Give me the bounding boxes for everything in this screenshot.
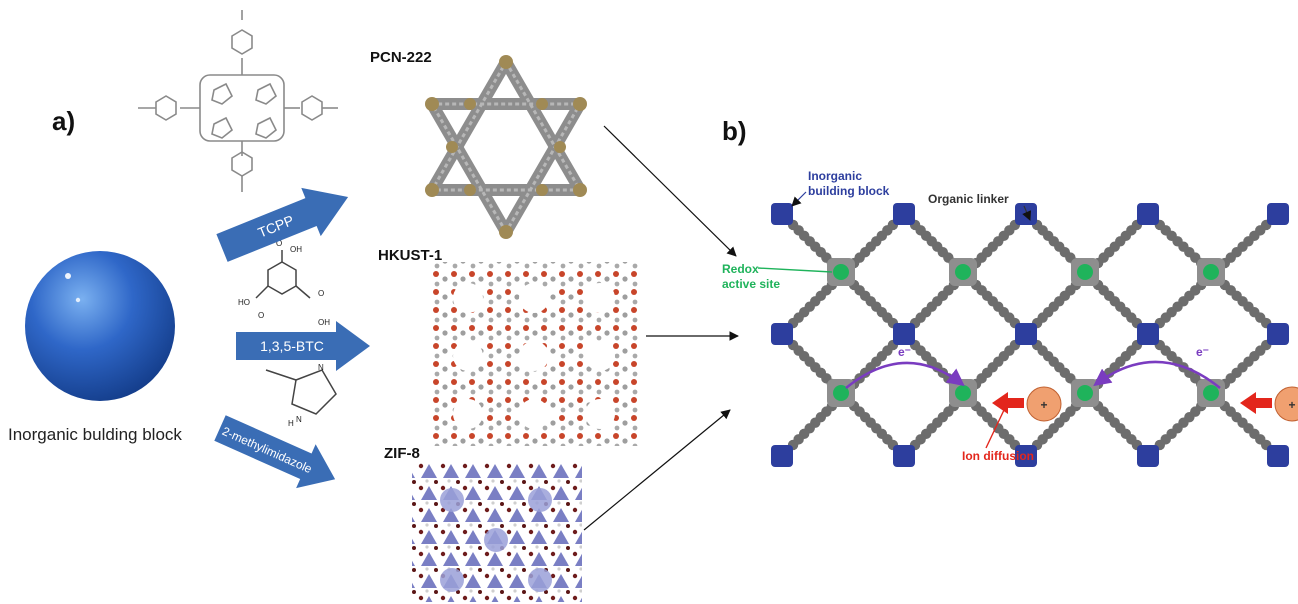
arrow-btc: 1,3,5-BTC	[236, 321, 370, 371]
redox-active-site	[1077, 385, 1093, 401]
redox-active-site	[955, 264, 971, 280]
mof-lattice	[771, 203, 1289, 467]
btc-molecule: OH HO OH O O O	[238, 239, 330, 327]
mof-label-hkust1: HKUST-1	[378, 247, 442, 264]
inorganic-node	[1015, 323, 1037, 345]
electron-arrow-left	[845, 361, 965, 389]
btc-ho-left: HO	[238, 298, 250, 307]
inorganic-node	[1267, 203, 1289, 225]
btc-o-1: O	[276, 239, 282, 248]
mof-label-zif8: ZIF-8	[384, 445, 420, 462]
hkust1-structure	[432, 262, 638, 446]
ion-diffusion-pointer	[985, 409, 1005, 449]
panel-b-label: b)	[722, 116, 747, 146]
imid-n-2: N	[296, 415, 302, 424]
arrow-tcpp: TCPP	[216, 187, 349, 262]
inorganic-node	[1137, 323, 1159, 345]
sphere-caption: Inorganic bulding block	[8, 425, 182, 444]
inorganic-node	[893, 323, 915, 345]
tcpp-molecule	[138, 10, 338, 192]
inorganic-node	[771, 445, 793, 467]
btc-oh-top: OH	[290, 245, 302, 254]
redox-active-site	[1077, 264, 1093, 280]
inorganic-label-line1: Inorganic	[808, 169, 862, 183]
arrow-imidazole: 2-methylimidazole	[214, 415, 336, 489]
inorganic-node	[893, 445, 915, 467]
inorganic-sphere	[25, 251, 175, 401]
electron-label-right: e⁻	[1196, 345, 1209, 359]
ion-left-symbol: +	[1040, 398, 1047, 412]
redox-active-site	[1203, 385, 1219, 401]
redox-active-site	[1203, 264, 1219, 280]
inorganic-node	[1267, 445, 1289, 467]
redox-label-line1: Redox	[722, 262, 759, 276]
ion-diffusion-label: Ion diffusion	[962, 449, 1034, 463]
inorganic-node	[1137, 445, 1159, 467]
btc-oh-right: OH	[318, 318, 330, 327]
inorganic-node	[893, 203, 915, 225]
arrow-btc-label: 1,3,5-BTC	[260, 338, 324, 354]
inorganic-node	[771, 323, 793, 345]
organic-linker-label: Organic linker	[928, 192, 1009, 206]
ion-arrow-right	[1240, 392, 1272, 414]
btc-o-3: O	[318, 289, 324, 298]
electron-label-left: e⁻	[898, 345, 911, 359]
inorganic-node	[1267, 323, 1289, 345]
redox-active-site	[833, 385, 849, 401]
inorganic-node	[771, 203, 793, 225]
ion-arrow-left	[992, 392, 1024, 414]
imidazole-molecule: N N H	[265, 363, 337, 428]
ion-right-symbol: +	[1288, 398, 1295, 412]
imid-n-1: N	[318, 363, 324, 372]
inorganic-label-line2: building block	[808, 184, 890, 198]
inorganic-label-pointer	[791, 191, 807, 207]
panel-a-label: a)	[52, 106, 75, 136]
pcn222-structure	[425, 55, 587, 239]
inorganic-node	[1015, 445, 1037, 467]
connector-arrow-bottom	[583, 409, 731, 531]
btc-o-2: O	[258, 311, 264, 320]
ion-left: +	[1026, 386, 1062, 422]
redox-active-site	[833, 264, 849, 280]
connector-arrow-top	[603, 125, 737, 257]
redox-label-line2: active site	[722, 277, 780, 291]
redox-label-pointer	[757, 267, 833, 273]
mof-label-pcn222: PCN-222	[370, 49, 432, 66]
inorganic-node	[1015, 203, 1037, 225]
redox-active-site	[955, 385, 971, 401]
organic-linker-pointer	[1022, 205, 1032, 221]
imid-h: H	[288, 419, 294, 428]
zif8-structure	[412, 462, 582, 602]
electron-arrow-right	[1093, 360, 1221, 389]
inorganic-node	[1137, 203, 1159, 225]
ion-right: +	[1274, 386, 1298, 422]
